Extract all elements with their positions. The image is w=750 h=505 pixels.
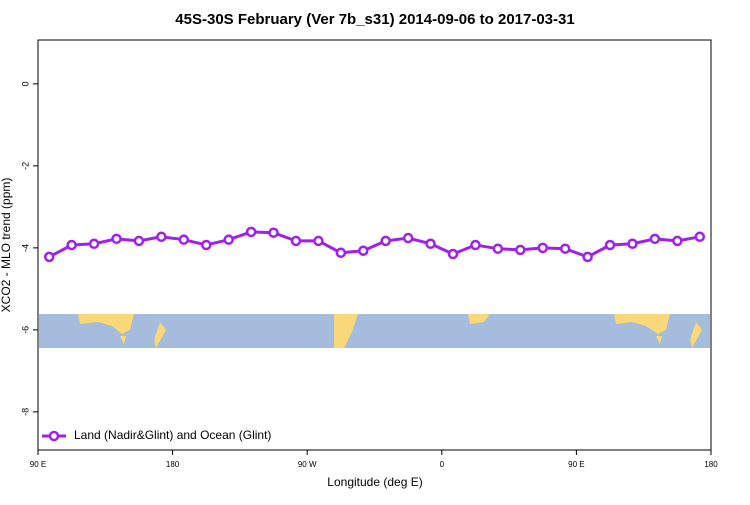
data-point: [470, 239, 481, 251]
x-tick-label: 180: [166, 460, 180, 469]
data-point: [88, 238, 100, 250]
data-point: [672, 235, 683, 247]
data-point: [178, 234, 190, 245]
data-point: [133, 235, 145, 247]
data-point: [515, 244, 526, 256]
data-point: [402, 232, 414, 244]
x-tick-label: 90 E: [568, 460, 584, 469]
series-line: [48, 230, 701, 259]
y-tick-label: -2: [20, 162, 30, 170]
legend-marker: [48, 430, 60, 442]
data-point: [268, 227, 279, 238]
y-tick-label: -8: [20, 408, 30, 416]
map-strip: [39, 314, 710, 348]
data-point: [313, 235, 324, 247]
chart-title: 45S-30S February (Ver 7b_s31) 2014-09-06…: [175, 11, 574, 28]
y-tick-label: 0: [20, 81, 30, 86]
data-point: [447, 248, 459, 260]
data-point: [627, 238, 638, 250]
x-tick-label: 180: [704, 460, 718, 469]
x-axis-label: Longitude (deg E): [327, 475, 422, 489]
data-point: [649, 233, 661, 245]
data-point: [492, 243, 504, 254]
data-point: [43, 251, 55, 263]
y-tick-label: -4: [20, 244, 30, 252]
data-point: [358, 245, 369, 256]
x-tick-label: 0: [440, 460, 445, 469]
x-tick-label: 90 E: [30, 460, 46, 469]
data-point: [223, 234, 234, 245]
data-point: [604, 239, 616, 251]
data-point: [582, 251, 593, 263]
data-point: [290, 235, 302, 247]
data-point: [66, 239, 77, 251]
data-point: [111, 233, 122, 245]
data-point: [694, 231, 706, 243]
data-point: [425, 238, 436, 250]
data-point: [201, 239, 212, 251]
plot-frame: [37, 39, 712, 451]
y-axis-label: XCO2 - MLO trend (ppm): [0, 178, 13, 313]
legend-label: Land (Nadir&Glint) and Ocean (Glint): [74, 428, 271, 442]
data-point: [537, 242, 548, 254]
data-point: [380, 235, 391, 247]
x-tick-label: 90 W: [298, 460, 317, 469]
data-point: [335, 247, 347, 259]
data-point: [559, 243, 571, 254]
data-point: [156, 231, 167, 243]
data-point: [245, 226, 257, 238]
y-tick-label: -6: [20, 326, 30, 334]
